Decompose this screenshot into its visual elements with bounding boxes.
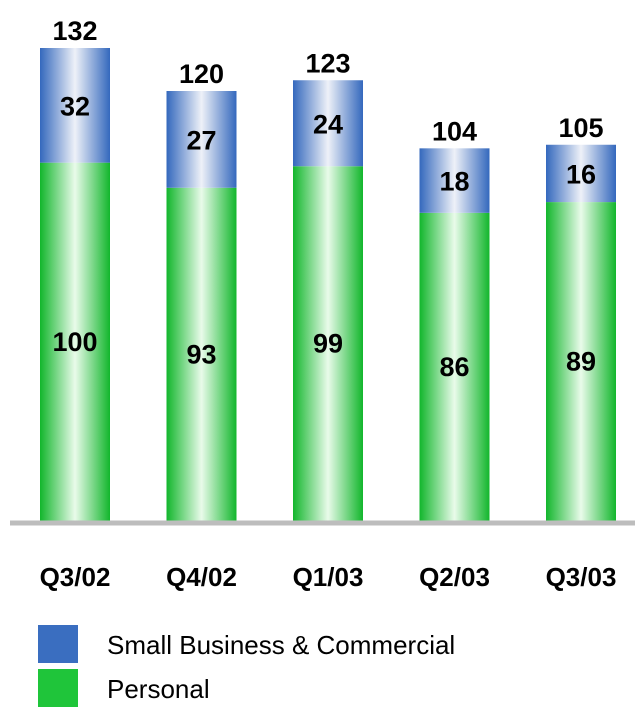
data-label-personal: 89: [566, 347, 596, 377]
legend-label: Personal: [107, 674, 210, 704]
bar-small-business-Q3/03: [546, 144, 616, 203]
x-tick-label: Q2/03: [419, 562, 490, 592]
legend-swatch: [38, 669, 78, 707]
bar-personal-Q2/03: [419, 212, 490, 522]
bar-small-business-Q3/02: [40, 48, 110, 163]
bar-small-business-Q4/02: [166, 91, 237, 188]
data-label-total: 123: [305, 48, 350, 78]
data-label-small-business: 16: [566, 159, 596, 189]
data-label-small-business: 18: [439, 167, 469, 197]
bars-group: 100 32 132 93 27 120 99 24 123 86 18 104 89 16 105: [40, 16, 616, 522]
data-label-total: 132: [52, 16, 97, 46]
legend-label: Small Business & Commercial: [107, 630, 455, 660]
x-tick-label: Q3/03: [546, 562, 617, 592]
data-label-small-business: 24: [313, 109, 343, 139]
x-tick-label: Q1/03: [293, 562, 364, 592]
bar-small-business-Q2/03: [419, 148, 490, 213]
data-label-personal: 93: [186, 339, 216, 369]
bar-personal-Q4/02: [166, 187, 237, 521]
data-label-small-business: 32: [60, 91, 90, 121]
bar-personal-Q1/03: [293, 166, 363, 521]
data-label-personal: 99: [313, 329, 343, 359]
bar-small-business-Q1/03: [293, 80, 363, 167]
data-label-total: 105: [558, 113, 603, 143]
legend-swatch: [38, 625, 78, 663]
x-tick-labels: Q3/02 Q4/02 Q1/03 Q2/03 Q3/03: [40, 562, 617, 592]
bar-personal-Q3/03: [546, 202, 616, 522]
data-label-personal: 100: [52, 327, 97, 357]
data-label-total: 104: [432, 116, 477, 146]
legend: Small Business & Commercial Personal: [38, 625, 455, 707]
x-tick-label: Q4/02: [166, 562, 237, 592]
data-label-small-business: 27: [186, 125, 216, 155]
bar-personal-Q3/02: [40, 162, 110, 521]
x-tick-label: Q3/02: [40, 562, 111, 592]
data-label-total: 120: [179, 59, 224, 89]
data-label-personal: 86: [439, 352, 469, 382]
